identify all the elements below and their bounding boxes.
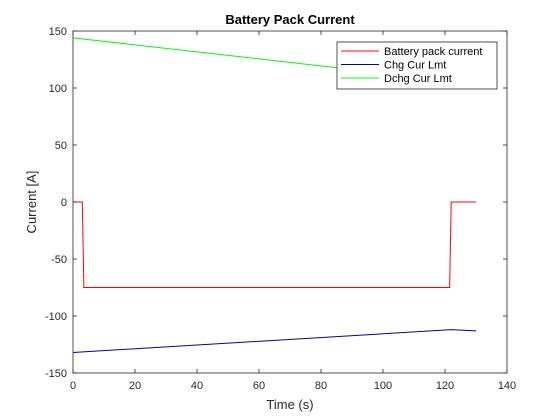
y-tick-label: 0	[61, 197, 67, 209]
y-axis-label: Current [A]	[24, 171, 39, 234]
y-tick-label: -150	[45, 368, 67, 380]
y-tick-label: -100	[45, 311, 67, 323]
legend-box	[336, 41, 498, 90]
series-line-chg-cur-lmt	[73, 329, 477, 353]
ticks-layer: 0 20 40 60 80 100 120 140 -150 -100 -50 0 50 100 150	[45, 26, 516, 392]
legend-label-chg-cur-lmt: Chg Cur Lmt	[384, 60, 446, 72]
x-tick-label: 100	[374, 380, 392, 392]
y-tick-label: -50	[51, 254, 67, 266]
x-tick-label: 0	[70, 380, 76, 392]
x-tick-label: 120	[436, 380, 454, 392]
legend-label-battery-pack-current: Battery pack current	[384, 46, 482, 58]
y-tick-label: 150	[49, 26, 67, 38]
x-tick-label: 80	[315, 380, 327, 392]
x-tick-label: 140	[498, 380, 516, 392]
series-line-battery-pack-current	[73, 201, 476, 288]
y-tick-label: 50	[55, 140, 67, 152]
chart-title: Battery Pack Current	[225, 12, 355, 27]
y-tick-label: 100	[49, 83, 67, 95]
x-axis-label: Time (s)	[266, 397, 313, 412]
legend-label-dchg-cur-lmt: Dchg Cur Lmt	[384, 73, 452, 85]
x-tick-label: 40	[191, 380, 203, 392]
x-tick-label: 20	[129, 380, 141, 392]
x-tick-label: 60	[253, 380, 265, 392]
